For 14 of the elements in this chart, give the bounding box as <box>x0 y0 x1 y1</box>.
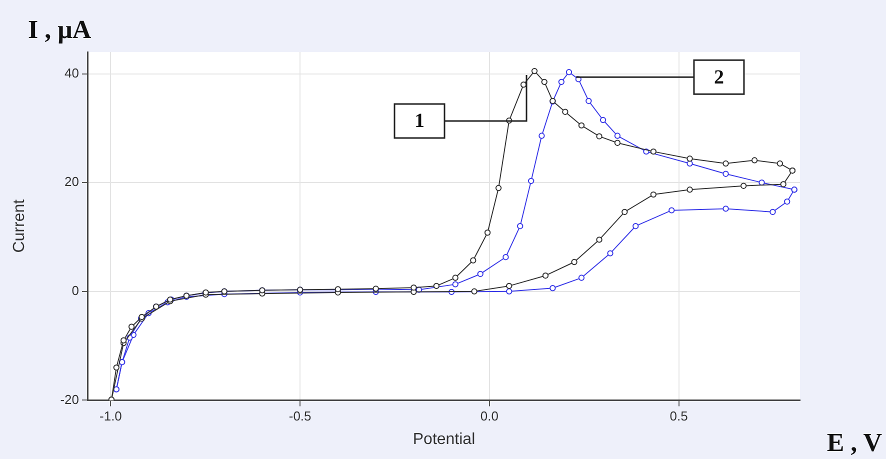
text: I , μA <box>28 15 92 44</box>
x-tick-label: -1.0 <box>100 408 122 424</box>
text: E , V <box>826 428 882 457</box>
x-tick-label: -0.5 <box>288 408 312 424</box>
x-tick-label: 0.0 <box>480 408 498 424</box>
y-tick-label: 20 <box>64 174 79 190</box>
text: 1 <box>414 110 425 132</box>
y-tick-label: 0 <box>72 282 79 298</box>
text: 2 <box>714 66 724 88</box>
y-axis-title: Current <box>11 198 28 253</box>
y-tick-label: 40 <box>64 65 79 80</box>
x-tick-label: 0.5 <box>670 408 688 424</box>
x-axis-title: Potential <box>412 430 476 448</box>
y-tick-label: -20 <box>60 392 79 407</box>
